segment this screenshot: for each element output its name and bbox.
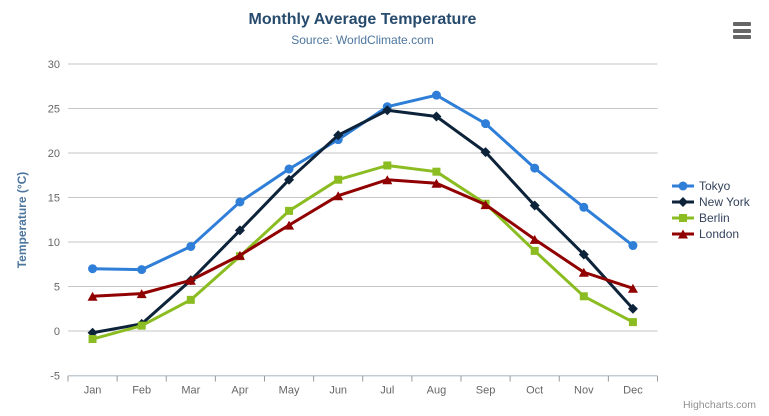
- legend-marker-new-york: [672, 197, 694, 207]
- point-london-apr[interactable]: [234, 250, 245, 260]
- series-london: [87, 175, 638, 301]
- export-menu-button[interactable]: [733, 21, 751, 40]
- chart-subtitle: Source: WorldClimate.com: [291, 33, 434, 47]
- series-tokyo: [88, 90, 638, 275]
- point-berlin-nov[interactable]: [579, 292, 588, 301]
- x-axis-label: Jun: [329, 385, 347, 397]
- point-berlin-jul[interactable]: [383, 161, 392, 170]
- legend-item-berlin[interactable]: Berlin: [672, 210, 750, 226]
- chart-legend: Tokyo New York Berlin London: [672, 178, 750, 242]
- point-london-dec[interactable]: [627, 283, 638, 293]
- legend-item-london[interactable]: London: [672, 226, 750, 242]
- point-new-york-jul[interactable]: [382, 105, 393, 116]
- point-london-mar[interactable]: [185, 275, 196, 285]
- y-axis-label: 0: [54, 326, 60, 338]
- legend-label-tokyo: Tokyo: [699, 179, 731, 193]
- line-new-york: [91, 108, 635, 335]
- point-tokyo-oct[interactable]: [530, 163, 540, 173]
- point-tokyo-dec[interactable]: [628, 241, 638, 251]
- line-london: [91, 178, 635, 298]
- y-axis-label: 20: [48, 148, 60, 160]
- legend-symbol-berlin[interactable]: [679, 214, 687, 222]
- point-berlin-may[interactable]: [285, 206, 294, 215]
- legend-label-london: London: [699, 227, 740, 241]
- x-axis-label: Oct: [526, 385, 543, 397]
- y-axis-label: -5: [50, 371, 60, 383]
- x-axis-label: Aug: [427, 385, 447, 397]
- x-axis-label: Jul: [380, 385, 394, 397]
- point-berlin-jun[interactable]: [334, 175, 343, 184]
- point-tokyo-nov[interactable]: [579, 202, 589, 212]
- legend-item-tokyo[interactable]: Tokyo: [672, 178, 750, 194]
- x-axis-label: Nov: [574, 385, 594, 397]
- y-axis-title: Temperature (°C): [15, 171, 29, 269]
- point-new-york-oct[interactable]: [529, 200, 540, 211]
- series-new-york: [87, 105, 638, 338]
- point-new-york-nov[interactable]: [578, 249, 589, 260]
- point-london-nov[interactable]: [578, 267, 589, 277]
- legend-label-berlin: Berlin: [699, 211, 730, 225]
- point-tokyo-sep[interactable]: [481, 119, 491, 129]
- point-new-york-aug[interactable]: [431, 111, 442, 122]
- point-berlin-jan[interactable]: [88, 335, 97, 344]
- point-new-york-apr[interactable]: [234, 225, 245, 236]
- point-london-jan[interactable]: [87, 291, 98, 301]
- point-new-york-may[interactable]: [284, 174, 295, 185]
- point-tokyo-feb[interactable]: [137, 265, 147, 275]
- point-berlin-aug[interactable]: [432, 167, 441, 176]
- line-berlin: [91, 163, 635, 341]
- point-tokyo-jan[interactable]: [88, 264, 98, 274]
- point-london-oct[interactable]: [529, 234, 540, 244]
- point-tokyo-aug[interactable]: [431, 90, 441, 100]
- point-tokyo-mar[interactable]: [186, 241, 196, 251]
- point-london-feb[interactable]: [136, 289, 147, 299]
- legend-symbol-new-york[interactable]: [678, 197, 688, 207]
- point-london-jul[interactable]: [382, 175, 393, 185]
- x-axis-label: Jan: [84, 385, 102, 397]
- y-gridlines: [68, 63, 658, 376]
- point-new-york-dec[interactable]: [627, 303, 638, 314]
- point-london-aug[interactable]: [431, 178, 442, 188]
- y-axis-label: 5: [54, 282, 60, 294]
- point-berlin-oct[interactable]: [530, 246, 539, 255]
- x-axis-label: Dec: [623, 385, 643, 397]
- point-berlin-mar[interactable]: [186, 295, 195, 304]
- legend-item-new-york[interactable]: New York: [672, 194, 750, 210]
- legend-symbol-london[interactable]: [678, 229, 688, 239]
- x-axis-label: Sep: [476, 385, 496, 397]
- credits-link[interactable]: Highcharts.com: [683, 399, 756, 411]
- point-berlin-dec[interactable]: [628, 318, 637, 327]
- legend-label-new-york: New York: [699, 195, 750, 209]
- y-axis-labels: -5 0 5 10 15 20 25 30: [48, 59, 60, 383]
- x-axis-label: Apr: [231, 385, 248, 397]
- legend-marker-london: [672, 229, 694, 239]
- x-axis-label: Feb: [132, 385, 151, 397]
- x-axis-label: May: [279, 385, 300, 397]
- chart-title: Monthly Average Temperature: [248, 11, 477, 28]
- y-axis-label: 10: [48, 237, 60, 249]
- legend-marker-berlin: [672, 214, 694, 222]
- point-new-york-sep[interactable]: [480, 147, 491, 158]
- y-axis-label: 15: [48, 193, 60, 205]
- point-tokyo-may[interactable]: [284, 164, 294, 174]
- point-london-may[interactable]: [284, 220, 295, 230]
- point-london-sep[interactable]: [480, 200, 491, 210]
- point-london-jun[interactable]: [333, 191, 344, 201]
- x-axis-label: Mar: [181, 385, 200, 397]
- x-axis: Jan Feb Mar Apr May Jun Jul Aug Sep Oct Nov Dec: [67, 375, 658, 397]
- legend-symbol-tokyo[interactable]: [678, 181, 688, 191]
- y-axis-label: 25: [48, 104, 60, 116]
- point-new-york-jun[interactable]: [333, 130, 344, 141]
- point-tokyo-apr[interactable]: [235, 197, 245, 207]
- point-berlin-feb[interactable]: [137, 321, 146, 330]
- y-axis-label: 30: [48, 59, 60, 71]
- legend-marker-tokyo: [672, 181, 694, 191]
